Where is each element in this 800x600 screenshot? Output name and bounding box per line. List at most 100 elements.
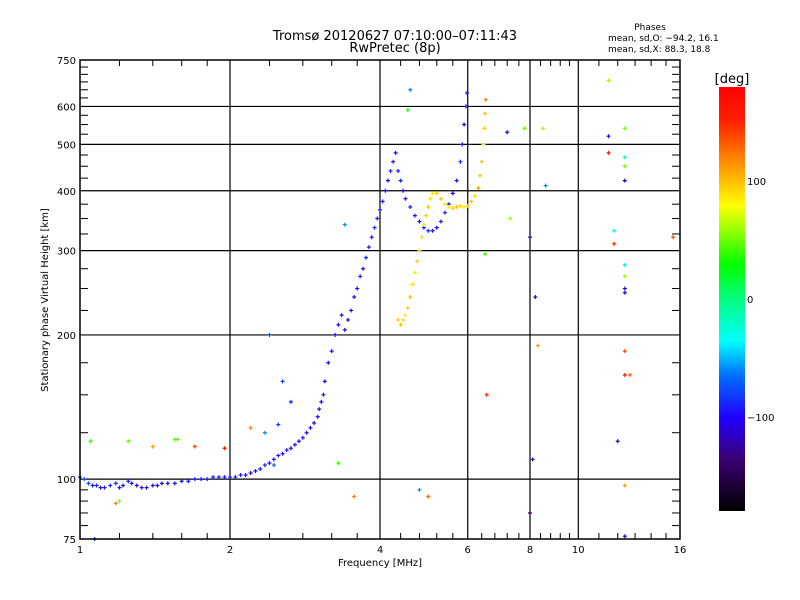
data-point [472, 194, 477, 199]
data-point [628, 372, 633, 377]
series-o-mode-f-layer [322, 90, 470, 384]
data-point [415, 259, 420, 264]
x-tick-label: 10 [572, 545, 585, 556]
data-point [398, 322, 403, 327]
data-point [375, 216, 380, 221]
data-point [458, 159, 463, 164]
x-axis-label: Frequency [MHz] [338, 558, 422, 569]
y-tick-label: 200 [57, 331, 76, 342]
data-point [446, 204, 451, 209]
data-point [403, 196, 408, 201]
data-point [398, 178, 403, 183]
data-point [405, 305, 410, 310]
data-point [292, 442, 297, 447]
data-point [267, 461, 272, 466]
data-point [385, 178, 390, 183]
data-point [417, 487, 422, 492]
data-point [315, 414, 320, 419]
data-point [308, 425, 313, 430]
data-point [258, 467, 263, 472]
series-scattered-echoes [88, 78, 676, 541]
data-point [450, 191, 455, 196]
data-point [326, 360, 331, 365]
data-point [401, 188, 406, 193]
data-point [322, 379, 327, 384]
colorbar-tick-label: −100 [747, 413, 774, 424]
data-point [484, 392, 489, 397]
y-tick-label: 500 [57, 140, 76, 151]
data-point [216, 475, 221, 480]
data-point [417, 248, 422, 253]
colorbar [719, 87, 745, 511]
y-tick-label: 100 [57, 475, 76, 486]
x-tick-labels: 1 2 4 6 8 10 16 [77, 545, 687, 556]
data-point [361, 266, 366, 271]
colorbar-tick-label: 100 [747, 177, 766, 188]
data-point [276, 453, 281, 458]
data-point [321, 392, 326, 397]
data-point [671, 235, 676, 240]
data-point [329, 349, 334, 354]
data-point [622, 164, 627, 169]
data-point [462, 122, 467, 127]
x-tick-label: 6 [465, 545, 471, 556]
data-point [417, 219, 422, 224]
data-point [442, 202, 447, 207]
data-point [465, 90, 470, 95]
data-point [339, 313, 344, 318]
data-point [528, 235, 532, 240]
data-point [541, 126, 546, 131]
data-point [454, 204, 459, 209]
data-point [426, 228, 431, 233]
data-point [276, 422, 281, 427]
data-point [450, 206, 455, 211]
data-point [396, 168, 401, 173]
data-point [408, 204, 413, 209]
data-point [175, 437, 180, 442]
grid-lines [80, 60, 680, 539]
data-point [535, 343, 540, 348]
data-point [126, 479, 131, 484]
x-tick-label: 4 [377, 545, 383, 556]
data-point [372, 225, 377, 230]
data-point [426, 494, 431, 499]
data-point [508, 216, 513, 221]
data-point [345, 317, 350, 322]
x-tick-label: 1 [77, 545, 83, 556]
data-point [296, 439, 301, 444]
data-point [238, 473, 243, 478]
data-point [438, 196, 443, 201]
data-point [622, 126, 627, 131]
data-point [284, 448, 289, 453]
data-point [159, 481, 164, 486]
data-point [522, 126, 527, 131]
data-point [342, 222, 347, 227]
stats-o-mode: mean, sd,O: −94.2, 16.1 [608, 34, 719, 44]
data-point [401, 317, 406, 322]
data-point [117, 499, 122, 504]
data-point [319, 399, 324, 404]
data-point [410, 282, 415, 287]
data-point [121, 483, 126, 488]
data-point [622, 372, 627, 377]
data-point [622, 178, 627, 183]
data-point [222, 446, 227, 451]
data-point [430, 191, 435, 196]
data-point [393, 150, 398, 155]
data-point [505, 130, 510, 135]
data-point [483, 97, 488, 102]
data-point [388, 168, 393, 173]
data-point [358, 274, 363, 279]
data-point [312, 420, 317, 425]
data-point [280, 451, 285, 456]
x-tick-label: 8 [527, 545, 533, 556]
data-point [434, 191, 439, 196]
series-o-mode-trace-low- [78, 392, 326, 490]
data-point [150, 483, 155, 488]
data-point [172, 481, 177, 486]
data-point [192, 444, 197, 449]
data-point [88, 439, 93, 444]
data-point [528, 510, 532, 515]
data-point [430, 228, 435, 233]
data-point [469, 199, 474, 204]
